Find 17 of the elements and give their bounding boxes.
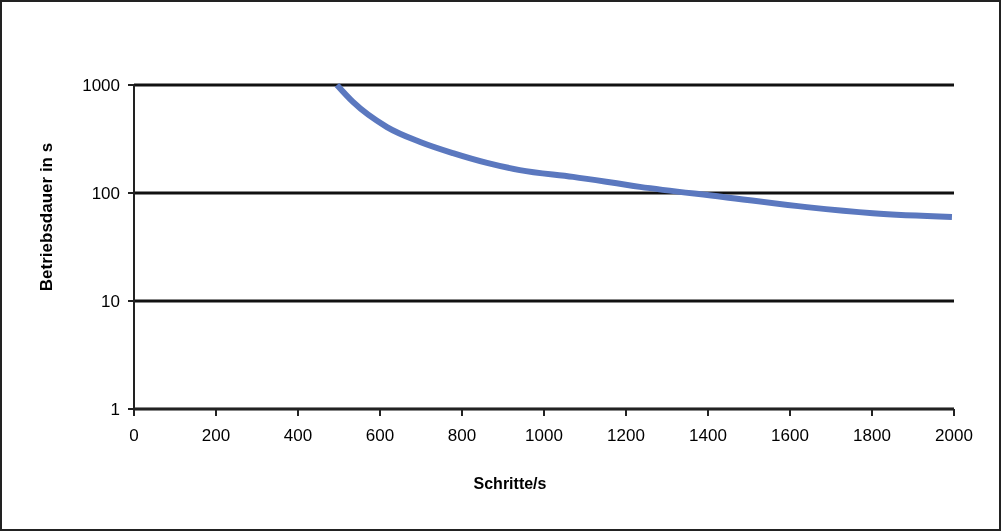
x-tick-label: 600 <box>365 426 395 445</box>
x-tick-label: 2000 <box>935 426 973 445</box>
x-tick-label: 1200 <box>607 426 645 445</box>
y-tick-label: 100 <box>91 183 120 203</box>
y-axis-title: Betriebsdauer in s <box>37 142 56 292</box>
x-tick-label: 0 <box>129 426 139 445</box>
x-tick-label: 1000 <box>525 426 563 445</box>
x-tick-label: 1800 <box>853 426 891 445</box>
x-tick-label: 200 <box>201 426 231 445</box>
x-axis-title: Schritte/s <box>473 475 547 492</box>
y-tick-label: 1000 <box>82 75 120 95</box>
x-tick-label: 1600 <box>771 426 809 445</box>
y-tick-label: 10 <box>101 291 120 311</box>
y-tick-label: 1 <box>110 399 120 419</box>
x-tick-label: 400 <box>283 426 313 445</box>
x-tick-label: 800 <box>447 426 477 445</box>
x-tick-label: 1400 <box>689 426 727 445</box>
